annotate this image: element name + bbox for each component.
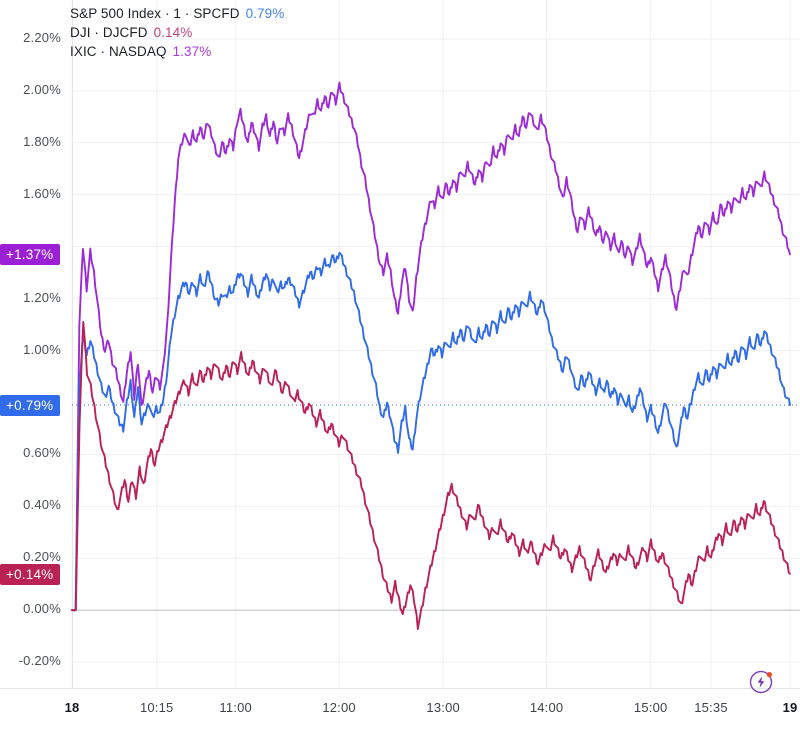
horizontal-gridlines xyxy=(72,38,800,663)
series-line-nasdaq xyxy=(71,81,791,612)
sp500-price-badge[interactable]: +0.79% xyxy=(0,395,61,417)
dji-price-badge[interactable]: +0.14% xyxy=(0,563,61,585)
nasdaq-price-badge[interactable]: +1.37% xyxy=(0,244,61,266)
series-line-dji xyxy=(71,321,791,631)
series-lines xyxy=(71,81,791,631)
bolt-glyph xyxy=(749,670,773,694)
bottom-axis-line xyxy=(0,0,800,689)
lightning-bolt-icon[interactable] xyxy=(748,667,776,695)
series-line-sp500 xyxy=(71,251,791,612)
vertical-gridlines xyxy=(71,0,791,688)
